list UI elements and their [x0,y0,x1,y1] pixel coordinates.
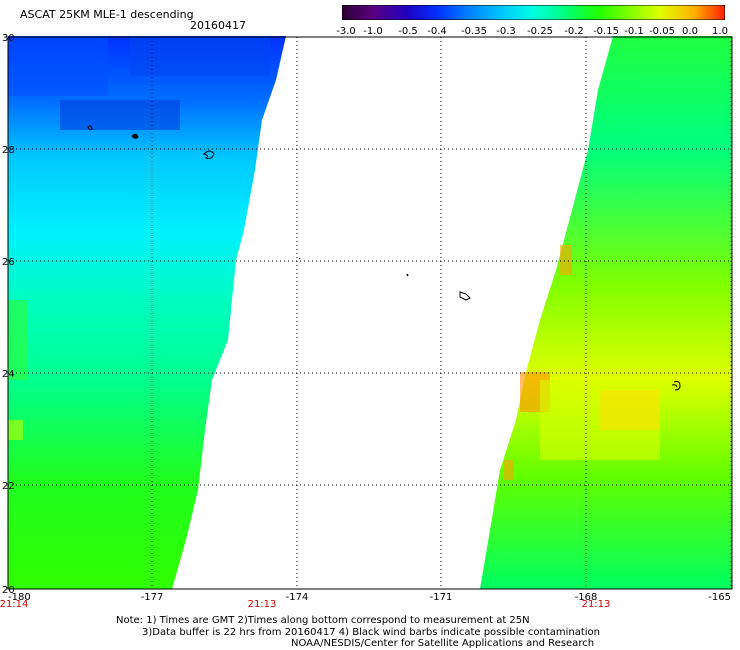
colorbar-tick-label: -1.0 [363,26,383,37]
colorbar-tick-label: -0.3 [496,26,516,37]
longitude-label: -180 [8,592,31,603]
longitude-label: -168 [575,592,598,603]
time-label-3: 21:13 [581,599,611,610]
right-swath [480,36,732,589]
data-patch [8,300,28,380]
data-swaths [8,36,732,589]
data-patch [60,100,180,130]
latitude-label: 24 [2,369,15,380]
note-line-3: NOAA/NESDIS/Center for Satellite Applica… [291,638,595,649]
latitude-label: 30 [2,33,15,44]
longitude-labels: -180 -177 -174 -171 -168 -165 [8,592,731,603]
data-patch [130,36,270,76]
colorbar-tick-label: -3.0 [336,26,356,37]
colorbar-tick-label: -0.25 [527,26,553,37]
colorbar-tick-label: -0.2 [564,26,584,37]
left-swath [8,36,286,589]
data-patch [8,420,23,440]
colorbar-tick-label: -0.15 [593,26,619,37]
coastlines [87,125,681,391]
data-patch [504,460,514,480]
map-title: ASCAT 25KM MLE-1 descending [20,8,194,21]
note-line-2: 3)Data buffer is 22 hrs from 20160417 4)… [142,627,600,638]
data-patch [8,36,108,96]
longitude-label: -177 [141,592,164,603]
latitude-labels: 30 28 26 24 22 20 [2,33,15,596]
latitude-label: 28 [2,145,15,156]
colorbar-tick-label: -0.1 [624,26,644,37]
map-date: 20160417 [190,19,246,32]
longitude-label: -174 [286,592,309,603]
colorbar-tick-label: -0.05 [649,26,675,37]
data-patch [560,245,572,275]
colorbar-tick-label: 0.0 [682,26,698,37]
latitude-label: 26 [2,257,15,268]
colorbar-tick-label: -0.4 [427,26,447,37]
data-patch [600,390,660,430]
grid-lines [7,36,732,590]
time-label-2: 21:13 [247,599,277,610]
longitude-label: -165 [708,592,731,603]
colorbar-tick-label: 1.0 [712,26,728,37]
latitude-label: 20 [2,585,15,596]
colorbar-tick-label: -0.5 [398,26,418,37]
colorbar-labels: -3.0 -1.0 -0.5 -0.4 -0.35 -0.3 -0.25 -0.2 -0.15-… [0,26,740,40]
latitude-label: 22 [2,481,15,492]
time-label-1: 21:14 [0,599,29,610]
colorbar-tick-label: -0.35 [461,26,487,37]
longitude-label: -171 [430,592,453,603]
note-line-1: Note: 1) Times are GMT 2)Times along bot… [116,615,530,626]
